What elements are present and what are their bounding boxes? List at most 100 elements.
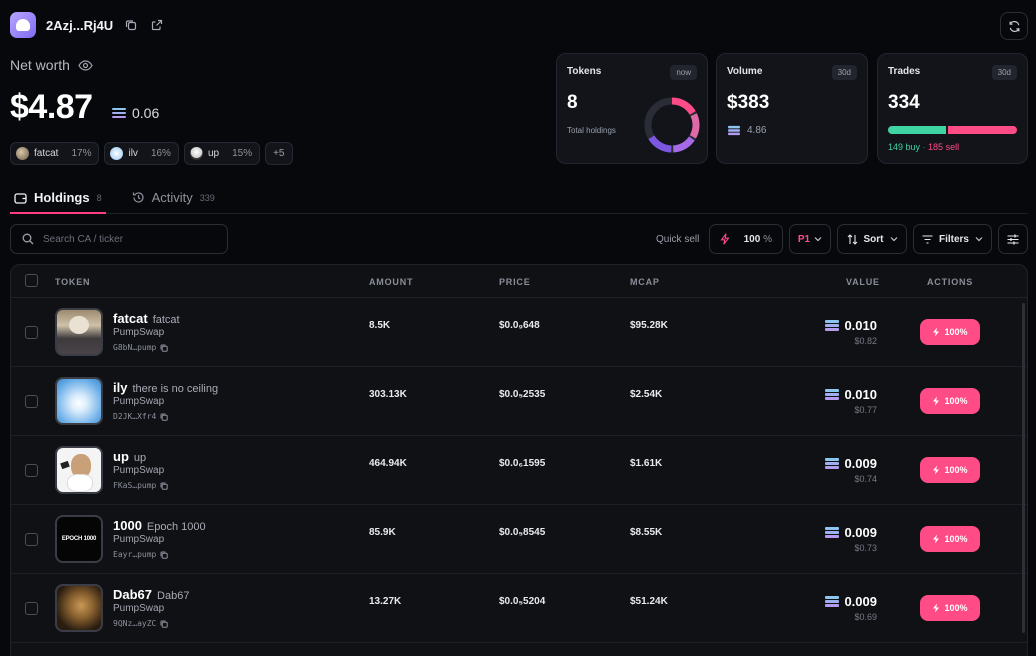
chip-pct: 16%	[150, 148, 171, 159]
quick-sell-button[interactable]: 100%	[920, 526, 980, 552]
quick-sell-label: Quick sell	[656, 234, 700, 245]
token-dex: PumpSwap	[113, 396, 165, 407]
app-logo	[10, 12, 36, 38]
copy-icon[interactable]	[160, 482, 169, 490]
token-value: 0.009	[825, 525, 877, 540]
sort-icon	[847, 233, 857, 245]
token-ca[interactable]: Eayr…pump	[113, 550, 169, 559]
copy-icon[interactable]	[160, 413, 169, 421]
copy-icon[interactable]	[160, 344, 169, 352]
buy-sell-legend: 149 buy · 185 sell	[888, 142, 959, 152]
token-name: fatcat	[152, 314, 180, 326]
portfolio-tabs: Holdings 8 Activity 339	[10, 182, 1028, 214]
quick-sell-value: 100	[743, 233, 761, 245]
table-row[interactable]: up up PumpSwap FKaS…pump 464.94K $0.0₆159…	[11, 436, 1027, 505]
table-row[interactable]: Dab67 Dab67 PumpSwap 9QNz…ayZC 13.27K $0.…	[11, 574, 1027, 643]
holding-chip-fatcat[interactable]: fatcat 17%	[10, 142, 100, 165]
token-ca[interactable]: 9QNz…ayZC	[113, 619, 169, 628]
volume-card: Volume 30d $383 4.86	[716, 53, 868, 164]
columns-settings-button[interactable]	[998, 224, 1028, 254]
token-name: Dab67	[157, 590, 190, 602]
table-scrollbar[interactable]	[1022, 303, 1025, 633]
quick-sell-button[interactable]: 100%	[920, 595, 980, 621]
token-symbol: 1000 Epoch 1000	[113, 518, 206, 533]
token-dex: PumpSwap	[113, 465, 165, 476]
wallet-icon	[14, 192, 27, 204]
chevron-down-icon	[814, 237, 822, 242]
eye-icon[interactable]	[78, 59, 93, 71]
token-mcap: $51.24K	[630, 596, 668, 607]
row-checkbox[interactable]	[25, 464, 38, 477]
tokens-count: 8	[567, 92, 578, 113]
external-link-icon[interactable]	[149, 17, 165, 33]
filter-icon	[922, 234, 933, 244]
quick-sell-button[interactable]: 100%	[920, 388, 980, 414]
quick-sell-input[interactable]: 100 %	[709, 224, 783, 254]
token-name: Epoch 1000	[146, 521, 206, 533]
holding-chip-up[interactable]: up 15%	[183, 142, 261, 165]
token-ca[interactable]: G8bN…pump	[113, 343, 169, 352]
solana-icon	[825, 596, 840, 607]
sol-balance-value: 0.06	[132, 105, 160, 121]
table-row[interactable]: fatcat fatcat PumpSwap G8bN…pump 8.5K $0.…	[11, 298, 1027, 367]
holding-chip-ilv[interactable]: ilv 16%	[104, 142, 179, 165]
token-price: $0.0₉648	[499, 320, 540, 331]
tokens-card-title: Tokens	[567, 66, 602, 77]
chip-pct: 15%	[232, 148, 253, 159]
preset-value: P1	[797, 233, 811, 245]
solana-icon	[825, 527, 840, 538]
net-worth-label: Net worth	[10, 57, 70, 73]
wallet-address: 2Azj...Rj4U	[46, 17, 114, 33]
col-actions: ACTIONS	[927, 277, 974, 287]
holdings-donut-chart	[644, 97, 700, 153]
quick-sell-button[interactable]: 100%	[920, 457, 980, 483]
row-checkbox[interactable]	[25, 395, 38, 408]
refresh-button[interactable]	[1000, 12, 1028, 40]
search-box[interactable]	[10, 224, 228, 254]
quick-sell-button[interactable]: 100%	[920, 319, 980, 345]
net-worth-label-row: Net worth	[10, 57, 93, 73]
table-row[interactable]: ily there is no ceiling PumpSwap D2JK…Xfr…	[11, 367, 1027, 436]
copy-icon[interactable]	[123, 17, 139, 33]
row-checkbox[interactable]	[25, 326, 38, 339]
copy-icon[interactable]	[160, 551, 169, 559]
token-ca[interactable]: FKaS…pump	[113, 481, 169, 490]
solana-icon	[825, 458, 840, 469]
holding-chip-more[interactable]: +5	[265, 142, 293, 165]
sell-bar	[947, 126, 1017, 134]
tab-activity[interactable]: Activity 339	[128, 182, 219, 213]
token-ca[interactable]: D2JK…Xfr4	[113, 412, 169, 421]
tab-holdings[interactable]: Holdings 8	[10, 182, 106, 214]
filters-button[interactable]: Filters	[913, 224, 992, 254]
row-checkbox[interactable]	[25, 533, 38, 546]
tokens-sub: Total holdings	[567, 126, 616, 135]
token-symbol: Dab67 Dab67	[113, 587, 190, 602]
lightning-icon	[933, 465, 940, 475]
tokens-card-badge: now	[670, 65, 697, 80]
table-row[interactable]: EPOCH 1000 1000 Epoch 1000 PumpSwap Eayr……	[11, 505, 1027, 574]
sort-button[interactable]: Sort	[837, 224, 907, 254]
token-name: up	[133, 452, 147, 464]
token-mcap: $2.54K	[630, 389, 663, 400]
sort-label: Sort	[863, 233, 884, 245]
token-value-usd: $0.82	[854, 336, 877, 346]
copy-icon[interactable]	[160, 620, 169, 628]
lightning-icon	[720, 233, 730, 245]
lightning-icon	[933, 327, 940, 337]
col-mcap: MCAP	[630, 277, 660, 287]
chip-more-label: +5	[273, 148, 285, 159]
token-price: $0.0₅5204	[499, 596, 546, 607]
preset-select[interactable]: P1	[789, 224, 831, 254]
epoch-logo-mark: EPOCH 1000	[61, 536, 97, 542]
solana-icon	[728, 125, 740, 135]
token-value-usd: $0.73	[854, 543, 877, 553]
col-value: VALUE	[846, 277, 880, 287]
row-checkbox[interactable]	[25, 602, 38, 615]
select-all-checkbox[interactable]	[25, 274, 38, 287]
token-symbol: ily there is no ceiling	[113, 380, 219, 395]
col-amount: AMOUNT	[369, 277, 414, 287]
lightning-icon	[933, 534, 940, 544]
trades-card: Trades 30d 334 149 buy · 185 sell	[877, 53, 1028, 164]
col-price: PRICE	[499, 277, 531, 287]
search-input[interactable]	[43, 233, 203, 245]
